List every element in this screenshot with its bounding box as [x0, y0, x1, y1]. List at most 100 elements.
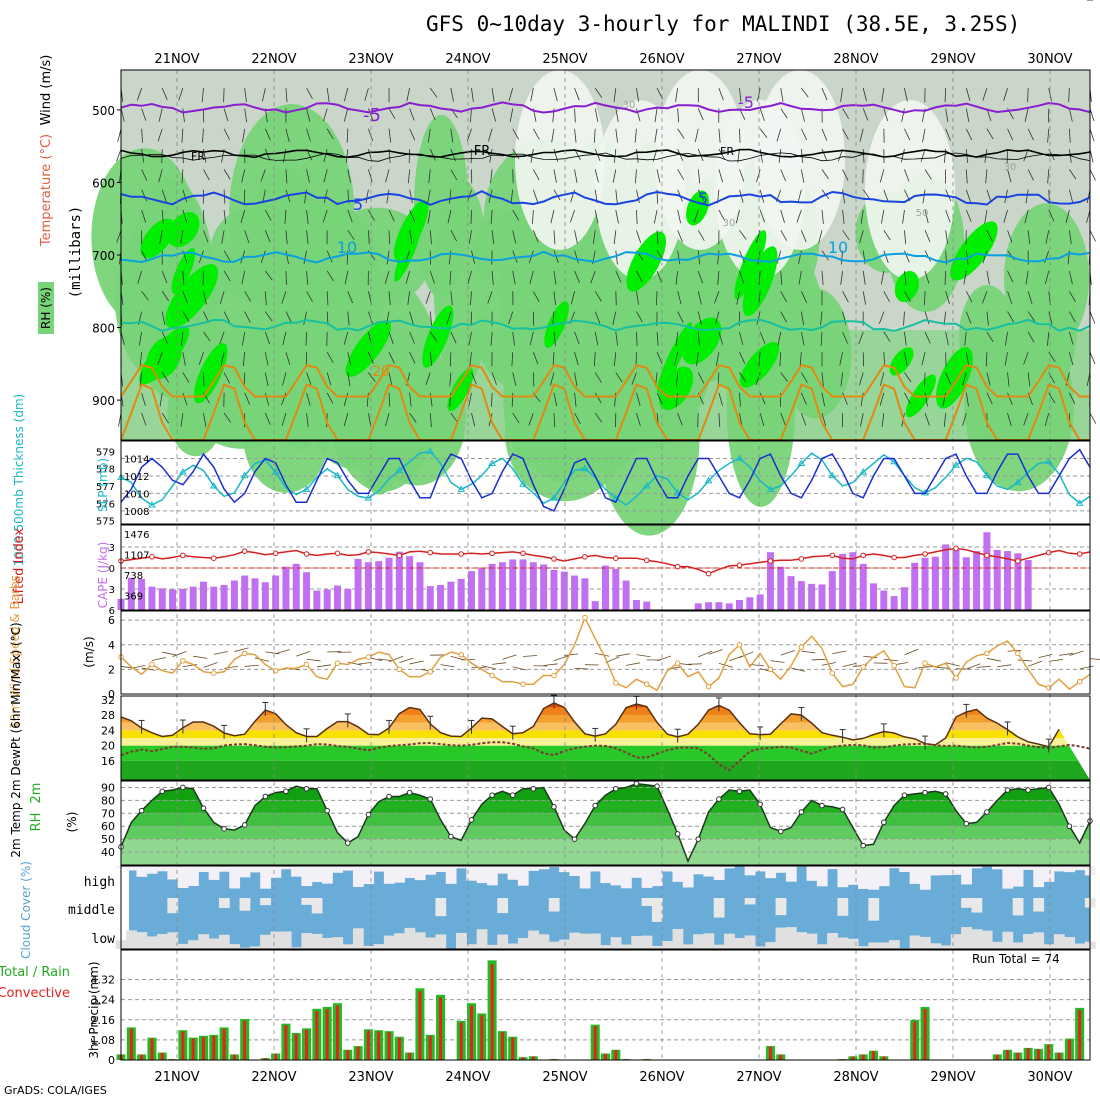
thickness-point [240, 471, 249, 479]
credit-label: GrADS: COLA/IGES [4, 1084, 107, 1097]
wind-speed-point [643, 681, 650, 687]
wind-barb [512, 372, 517, 386]
slp-line [120, 448, 1091, 512]
rh-saturated-region [894, 270, 919, 303]
slp-tick-label: 1012 [124, 472, 149, 483]
thickness-point [395, 466, 404, 473]
wind-barb [1027, 291, 1033, 305]
wind-barb [281, 291, 287, 304]
precip-convective-bar [480, 1015, 484, 1060]
wind-barb [532, 169, 540, 181]
cape-bar [261, 582, 269, 610]
cloud-low-gap [693, 934, 704, 949]
day-label-top: 22NOV [251, 52, 296, 67]
wind-barb [180, 413, 184, 427]
rh-point [365, 811, 372, 818]
thickness-tick-label: 577 [96, 482, 115, 493]
wind-barb [282, 372, 287, 386]
cape-bar [220, 585, 228, 610]
wind-barb [965, 311, 972, 324]
wind-barb [448, 189, 452, 204]
wind-barb [924, 413, 930, 426]
wind-barb [306, 87, 313, 99]
wind-barb [945, 372, 952, 385]
wind-barb [636, 230, 642, 243]
rh-point [1045, 784, 1052, 791]
cape-bar [694, 603, 702, 610]
wind-barb [553, 291, 556, 306]
precip-legend-convective: Convective [0, 986, 70, 1001]
thickness-point [1075, 499, 1084, 506]
wind-barb [800, 331, 805, 346]
wind-barb [244, 88, 247, 102]
cloud-high-gap [218, 866, 230, 872]
wind-barb [1047, 128, 1050, 143]
wind-barb [780, 209, 785, 223]
wind-barb [613, 230, 617, 245]
wind-barb [532, 189, 538, 203]
wind-barb [770, 660, 785, 663]
temp-band [121, 715, 1090, 723]
wind-barb [510, 189, 514, 204]
wind-barb [1086, 209, 1091, 224]
wind-barb [429, 413, 432, 428]
cape-bar [612, 568, 620, 610]
wind-barb [636, 189, 640, 204]
cape-tick-label: 369 [124, 592, 143, 603]
cape-bar [797, 581, 805, 610]
wind-barb [326, 250, 333, 263]
lifted-index-point [334, 550, 341, 557]
wind-speed-point [984, 650, 990, 657]
wind-barb [481, 665, 496, 670]
wind-barb [303, 311, 307, 325]
wind-barb [800, 108, 805, 122]
cloud-high-gap [332, 866, 344, 873]
wind-barb [636, 209, 638, 224]
wind-axis-label: 10m Wind Speed & Barbs [8, 575, 22, 729]
temp-tick-label: 24 [101, 724, 115, 737]
panel-frame-cape [120, 524, 1091, 611]
thickness-tick-label: 579 [96, 447, 115, 458]
wind-barb [265, 270, 273, 281]
wind-barb [468, 392, 472, 407]
thickness-tick-label: 575 [96, 517, 115, 528]
thickness-point [550, 494, 558, 501]
wind-barb [780, 230, 788, 241]
wind-barb [223, 412, 232, 423]
wind-barb [282, 331, 287, 346]
wind-barb [675, 331, 679, 346]
temp-tick-label: 20 [101, 740, 115, 753]
wind-barb [612, 311, 617, 325]
wind-barb [759, 108, 765, 121]
rh-saturated-region [950, 221, 998, 281]
cloud-high-gap [888, 866, 900, 869]
cape-bar [725, 603, 733, 610]
wind-barb [840, 88, 843, 102]
wind-barb [697, 270, 703, 284]
cloud-high-gap [1053, 866, 1065, 872]
cloud-high-gap [445, 866, 457, 884]
wind-barb [883, 250, 889, 263]
cloud-low-gap [600, 945, 612, 949]
cape-bar [746, 597, 754, 610]
rh-point [406, 789, 413, 796]
wind-barb [491, 108, 497, 122]
wind-barb [986, 270, 990, 285]
wind-barb [406, 88, 411, 102]
wind-barb [715, 352, 720, 366]
wind-barb [429, 108, 436, 121]
wind-barb [450, 128, 454, 143]
cape-bar [210, 586, 218, 610]
wind-barb [965, 189, 971, 203]
wind-barb [158, 108, 163, 122]
wind-speed-point [736, 641, 743, 648]
wind-barb [615, 372, 623, 383]
wind-barb [677, 148, 684, 161]
wind-speed-point [767, 666, 774, 673]
precip-convective-bar [779, 1054, 783, 1060]
wind-barb [801, 372, 808, 384]
wind-barb [368, 108, 374, 121]
wind-barb [945, 209, 951, 223]
cloud-low-gap [744, 935, 756, 949]
wind-barb [409, 189, 413, 204]
